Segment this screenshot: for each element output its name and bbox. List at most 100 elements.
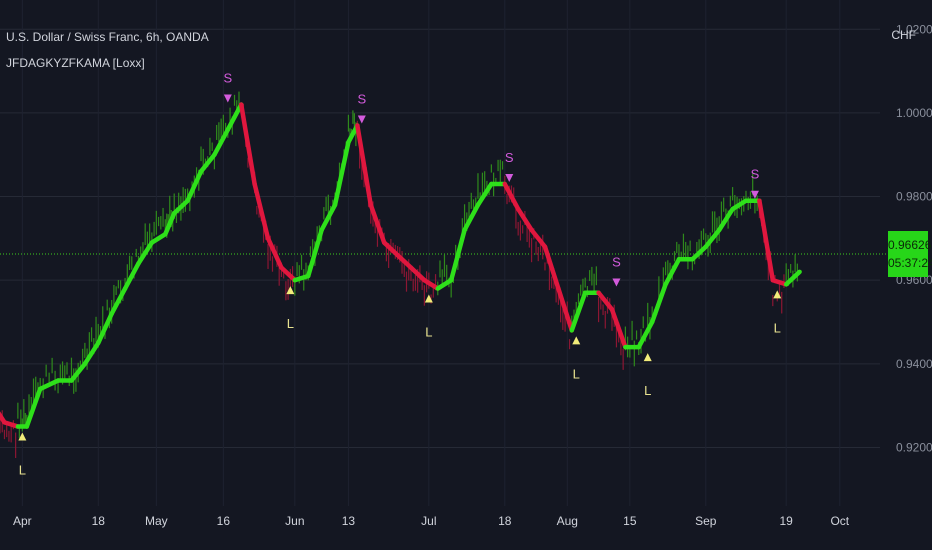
last-price-badge: 0.96626 05:37:24	[888, 231, 932, 277]
indicator-line-segment	[783, 269, 802, 287]
indicator-line-segment	[368, 202, 387, 245]
long-signal-marker	[18, 432, 27, 441]
indicator-line-segment	[319, 202, 338, 233]
long-signal-marker	[424, 294, 433, 303]
indicator-line-segment	[122, 261, 141, 291]
short-signal-marker	[223, 94, 232, 103]
long-signal-label: L	[774, 320, 781, 335]
indicator-line-segment	[69, 361, 88, 383]
short-signal-label: S	[505, 150, 514, 165]
long-signal-label: L	[287, 316, 294, 331]
indicator-line-segment	[238, 102, 257, 187]
indicator-line-segment	[435, 277, 454, 291]
indicator-line-segment	[542, 244, 561, 291]
currency-unit-label: CHF	[891, 28, 916, 42]
indicator-line-segment	[109, 286, 128, 316]
short-signal-marker	[750, 190, 759, 199]
indicator-line-segment	[265, 236, 284, 270]
long-signal-label: L	[425, 325, 432, 340]
indicator-line-segment	[395, 252, 414, 270]
indicator-line-segment	[0, 411, 7, 425]
indicator-line-segment	[82, 340, 101, 367]
short-signal-marker	[612, 278, 621, 287]
indicator-line-segment	[96, 311, 114, 346]
indicator-line-segment	[475, 181, 494, 208]
indicator-line-segment	[2, 420, 21, 429]
indicator-line-segment	[529, 227, 548, 249]
time-tick-label: May	[145, 514, 168, 528]
indicator-line-segment	[502, 181, 521, 212]
indicator-line-segment	[136, 240, 155, 266]
time-tick-label: Aug	[557, 514, 578, 528]
price-tick-label: 0.92000	[896, 440, 932, 454]
indicator-line-segment	[37, 378, 61, 392]
short-signal-label: S	[357, 91, 366, 106]
indicator-line-segment	[757, 198, 776, 283]
price-tick-label: 1.02000	[896, 22, 932, 36]
indicator-line-segment	[609, 307, 628, 350]
indicator-line-segment	[448, 227, 467, 283]
time-tick-label: 18	[92, 514, 106, 528]
short-signal-label: S	[612, 255, 621, 270]
long-signal-label: L	[644, 383, 651, 398]
chart-title: U.S. Dollar / Swiss Franc, 6h, OANDA	[6, 30, 209, 44]
short-signal-marker	[357, 115, 366, 124]
indicator-line-segment	[663, 257, 682, 287]
last-price-value: 0.96626	[888, 238, 932, 252]
indicator-line-segment	[185, 169, 204, 203]
indicator-line-segment	[636, 319, 655, 350]
time-tick-label: Sep	[695, 514, 717, 528]
indicator-line-segment	[198, 152, 217, 174]
indicator-line-segment	[649, 282, 668, 325]
indicator-line-segment	[556, 286, 575, 333]
time-tick-label: 16	[217, 514, 231, 528]
indicator-line-segment	[408, 265, 427, 283]
indicator-line-segment	[24, 386, 43, 429]
indicator-line-segment	[163, 211, 177, 237]
indicator-line-segment	[730, 198, 749, 212]
time-tick-label: Jun	[285, 514, 304, 528]
indicator-line-segment	[149, 231, 168, 245]
indicator-line-segment	[690, 244, 709, 262]
indicator-line-segment	[515, 206, 534, 233]
indicator-line-segment	[355, 123, 374, 208]
indicator-line-segment	[292, 273, 311, 283]
indicator-line-segment	[332, 139, 351, 208]
indicator-line-segment	[381, 240, 400, 258]
indicator-line-segment	[703, 227, 722, 249]
short-signal-label: S	[751, 167, 760, 182]
long-signal-marker	[643, 353, 652, 362]
long-signal-marker	[286, 286, 295, 295]
indicator-line-segment	[770, 277, 789, 287]
bar-countdown: 05:37:24	[888, 256, 932, 270]
indicator-line-segment	[212, 127, 231, 157]
time-tick-label: Oct	[830, 514, 849, 528]
long-signal-marker	[773, 290, 782, 299]
indicator-line-segment	[279, 265, 298, 283]
long-signal-label: L	[573, 366, 580, 381]
short-signal-marker	[505, 174, 514, 182]
short-signal-label: S	[223, 71, 232, 86]
time-tick-label: Apr	[13, 514, 32, 528]
indicator-line-segment	[252, 181, 271, 241]
indicator-line-segment	[462, 202, 481, 233]
indicator-line-segment	[569, 290, 588, 333]
long-signal-label: L	[19, 463, 26, 478]
indicator-line-segment	[716, 206, 735, 233]
time-tick-label: 15	[623, 514, 637, 528]
time-tick-label: Jul	[421, 514, 436, 528]
indicator-line-segment	[305, 227, 324, 279]
indicator-line-segment	[422, 277, 441, 291]
time-tick-label: 19	[780, 514, 794, 528]
indicator-line-segment	[225, 102, 244, 132]
indicator-line-segment	[171, 198, 190, 216]
long-signal-marker	[572, 336, 581, 345]
time-tick-label: 13	[342, 514, 356, 528]
time-tick-label: 18	[498, 514, 512, 528]
indicator-label[interactable]: JFDAGKYZFKAMA [Loxx]	[6, 56, 145, 70]
indicator-line-segment	[596, 290, 615, 312]
